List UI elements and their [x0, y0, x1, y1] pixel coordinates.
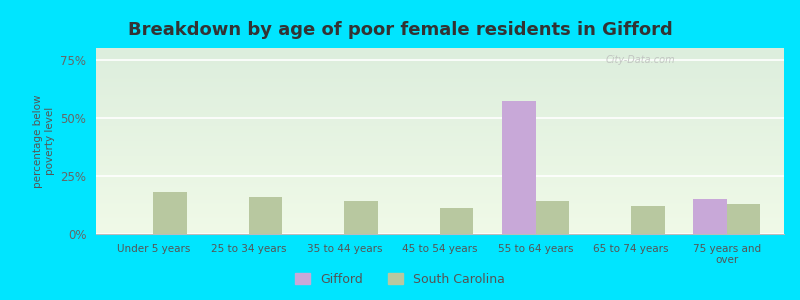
Text: Breakdown by age of poor female residents in Gifford: Breakdown by age of poor female resident… — [128, 21, 672, 39]
Bar — [249, 197, 282, 234]
Bar — [726, 204, 760, 234]
Bar — [694, 199, 726, 234]
Bar — [535, 202, 569, 234]
Bar — [440, 208, 474, 234]
Bar — [631, 206, 665, 234]
Legend: Gifford, South Carolina: Gifford, South Carolina — [290, 268, 510, 291]
Text: City-Data.com: City-Data.com — [605, 55, 675, 65]
Bar — [502, 101, 535, 234]
Bar — [154, 192, 186, 234]
Bar — [345, 202, 378, 234]
Y-axis label: percentage below
poverty level: percentage below poverty level — [33, 94, 54, 188]
